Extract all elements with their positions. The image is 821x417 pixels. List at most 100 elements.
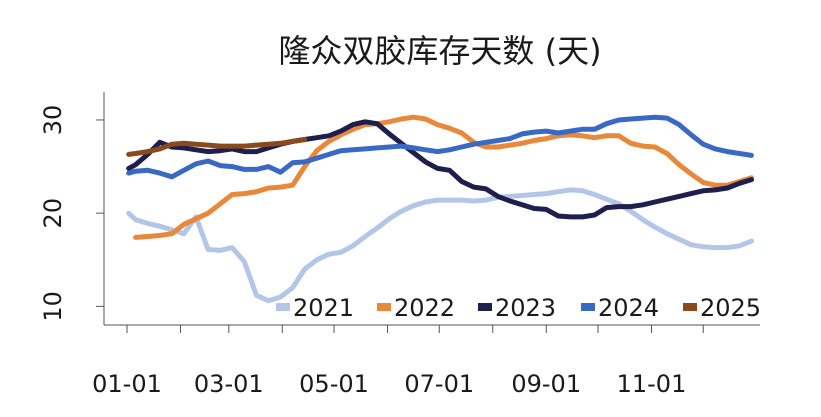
data-point	[219, 249, 221, 251]
data-point	[485, 146, 487, 148]
data-point	[702, 143, 704, 145]
legend-swatch	[276, 303, 290, 311]
data-point	[606, 123, 608, 125]
data-point	[328, 153, 330, 155]
data-point	[436, 151, 439, 153]
data-point	[449, 199, 451, 201]
data-point	[135, 152, 137, 155]
data-point	[400, 118, 402, 120]
data-point	[497, 195, 499, 197]
series-line-2025	[126, 137, 308, 157]
plot-area	[126, 114, 754, 304]
y-tick-label: 10	[39, 291, 67, 322]
data-point	[267, 147, 270, 149]
legend-item-2021: 2021	[276, 294, 354, 322]
data-point	[593, 193, 596, 196]
data-point	[593, 214, 596, 216]
data-point	[364, 148, 366, 150]
data-point	[569, 134, 572, 136]
series-2021	[126, 187, 754, 304]
data-point	[606, 207, 608, 209]
data-point	[159, 148, 161, 150]
data-point	[545, 208, 547, 210]
data-point	[255, 191, 257, 193]
data-point	[219, 165, 221, 167]
data-point	[147, 151, 149, 153]
data-point	[128, 167, 130, 169]
series-2024	[126, 114, 754, 180]
data-point	[183, 233, 185, 235]
data-point	[630, 118, 632, 120]
data-point	[207, 160, 209, 162]
data-point	[267, 300, 270, 302]
data-point	[581, 216, 584, 218]
legend-label: 2023	[495, 294, 556, 322]
data-point	[630, 206, 632, 208]
series-2023	[126, 119, 754, 220]
x-tick-label: 05-01	[299, 370, 369, 398]
data-point	[461, 180, 463, 183]
data-point	[219, 145, 221, 147]
x-axis-ticks: 01-01 03-01 05-01 07-01 09-01 11-01	[92, 325, 704, 398]
data-point	[593, 137, 596, 139]
x-tick-label: 11-01	[617, 370, 687, 398]
data-point	[642, 219, 644, 221]
legend-item-2023: 2023	[478, 294, 556, 322]
data-point	[255, 168, 257, 170]
data-point	[292, 184, 294, 186]
data-point	[364, 235, 366, 238]
data-point	[666, 117, 668, 119]
data-point	[316, 150, 318, 152]
data-point	[388, 121, 390, 123]
data-point	[485, 188, 487, 190]
data-point	[328, 135, 330, 137]
data-point	[497, 146, 499, 148]
data-point	[279, 171, 282, 173]
data-point	[509, 144, 511, 146]
series-line-2022	[133, 114, 754, 240]
data-point	[497, 139, 499, 142]
data-point	[400, 142, 402, 144]
data-point	[557, 191, 559, 193]
data-point	[376, 227, 378, 229]
data-point	[316, 157, 318, 159]
data-point	[328, 253, 330, 255]
data-point	[388, 133, 390, 135]
data-point	[231, 145, 233, 147]
data-point	[545, 193, 547, 195]
legend-swatch	[581, 303, 595, 311]
data-point	[135, 236, 137, 238]
data-point	[545, 130, 547, 132]
legend-label: 2022	[394, 294, 455, 322]
data-point	[243, 261, 245, 263]
legend-label: 2021	[293, 294, 354, 322]
data-point	[412, 116, 414, 118]
legend-item-2024: 2024	[581, 294, 659, 322]
data-point	[352, 124, 354, 126]
data-point	[473, 186, 475, 188]
data-point	[147, 235, 149, 238]
data-point	[231, 247, 233, 249]
data-point	[195, 143, 197, 145]
data-point	[292, 287, 294, 289]
data-point	[147, 169, 149, 171]
data-point	[207, 144, 209, 146]
data-point	[702, 190, 704, 192]
data-point	[678, 164, 680, 166]
data-point	[642, 145, 644, 147]
data-point	[243, 151, 245, 153]
data-point	[135, 219, 137, 221]
data-point	[557, 135, 559, 137]
data-point	[183, 169, 185, 171]
data-point	[509, 200, 511, 202]
data-point	[618, 135, 620, 137]
data-point	[593, 128, 596, 130]
data-point	[750, 240, 753, 242]
data-point	[461, 132, 463, 134]
data-point	[267, 166, 270, 168]
data-point	[545, 138, 547, 140]
x-tick-label: 03-01	[194, 370, 264, 398]
data-point	[642, 117, 644, 119]
data-point	[738, 152, 741, 155]
